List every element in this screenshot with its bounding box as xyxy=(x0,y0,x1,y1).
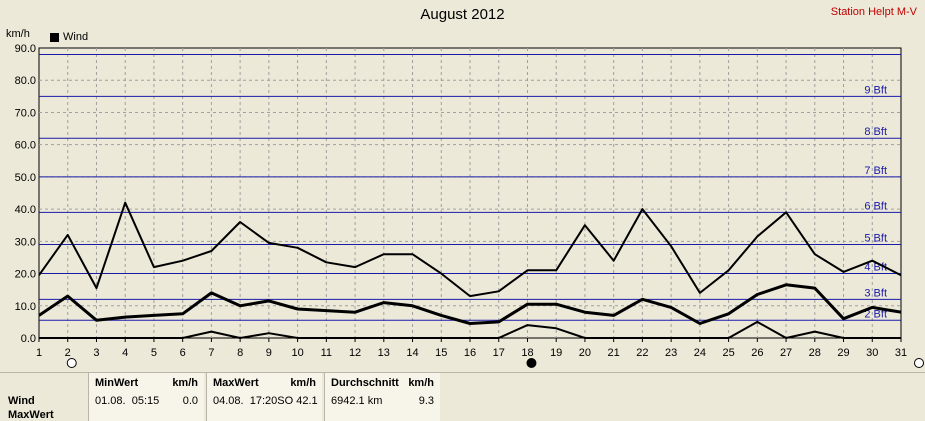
wind-chart: 0.0 10.0 20.0 30.0 40.0 50.0 60.0 70.0 80.0 90.0 2… xyxy=(15,43,924,368)
avg-unit: km/h xyxy=(408,377,434,389)
beaufort-label: 8 Bft xyxy=(864,126,887,138)
max-value: 42.1 xyxy=(296,395,318,407)
min-unit: km/h xyxy=(172,377,198,389)
x-tick-label: 26 xyxy=(751,347,763,359)
day-marker xyxy=(66,358,77,368)
series-line-max xyxy=(39,201,901,298)
avg-distance: 6942.1 km xyxy=(331,395,383,407)
max-unit: km/h xyxy=(290,377,316,389)
x-tick-label: 1 xyxy=(36,347,42,359)
x-tick-label: 16 xyxy=(464,347,476,359)
y-tick-label: 20.0 xyxy=(15,269,36,281)
series-line-min xyxy=(39,320,901,339)
x-tick-label: 21 xyxy=(608,347,620,359)
stats-min-panel: MinWert km/h 01.08. 05:15 0.0 xyxy=(88,373,204,421)
x-tick-label: 10 xyxy=(291,347,303,359)
stats-row-label: Wind xyxy=(8,395,35,407)
max-time: 17:20 xyxy=(249,395,278,407)
y-tick-label: 60.0 xyxy=(15,140,36,152)
y-tick-label: 90.0 xyxy=(15,43,36,55)
x-tick-label: 25 xyxy=(722,347,734,359)
station-name: Station Helpt M-V xyxy=(830,6,917,18)
x-tick-label: 31 xyxy=(895,347,907,359)
avg-header: Durchschnitt xyxy=(331,377,399,389)
beaufort-label: 3 Bft xyxy=(864,287,887,299)
x-tick-label: 18 xyxy=(521,347,533,359)
x-tick-label: 8 xyxy=(237,347,243,359)
series-line-avg xyxy=(39,283,901,325)
y-tick-label: 80.0 xyxy=(15,75,36,87)
x-tick-label: 3 xyxy=(93,347,99,359)
min-value: 0.0 xyxy=(182,395,198,407)
x-tick-label: 5 xyxy=(151,347,157,359)
x-tick-label: 15 xyxy=(435,347,447,359)
y-tick-label: 70.0 xyxy=(15,107,36,119)
x-tick-label: 14 xyxy=(406,347,418,359)
min-header: MinWert xyxy=(95,377,139,389)
y-tick-label: 50.0 xyxy=(15,172,36,184)
min-date: 01.08. xyxy=(95,395,126,407)
stats-max-panel: MaxWert km/h 04.08. 17:20 SO 42.1 xyxy=(206,373,322,421)
x-tick-label: 27 xyxy=(780,347,792,359)
legend: Wind xyxy=(50,31,88,43)
max-date: 04.08. xyxy=(213,395,244,407)
beaufort-label: 5 Bft xyxy=(864,233,887,245)
min-time: 05:15 xyxy=(131,395,160,407)
y-tick-label: 10.0 xyxy=(15,301,36,313)
y-axis-unit: km/h xyxy=(6,28,30,40)
day-marker xyxy=(914,358,924,368)
max-direction: SO xyxy=(277,395,294,407)
stats-avg-panel: Durchschnitt km/h 6942.1 km 9.3 xyxy=(324,373,440,421)
legend-swatch xyxy=(50,32,59,42)
day-marker xyxy=(526,358,537,368)
beaufort-label: 7 Bft xyxy=(864,165,887,177)
y-tick-label: 30.0 xyxy=(15,236,36,248)
x-tick-label: 7 xyxy=(208,347,214,359)
x-tick-label: 24 xyxy=(694,347,706,359)
x-tick-label: 9 xyxy=(266,347,272,359)
beaufort-label: 2 Bft xyxy=(864,308,887,320)
x-tick-label: 4 xyxy=(122,347,128,359)
max-header: MaxWert xyxy=(213,377,259,389)
x-tick-label: 19 xyxy=(550,347,562,359)
x-tick-label: 17 xyxy=(493,347,505,359)
chart-title: August 2012 xyxy=(420,6,505,23)
x-tick-label: 2 xyxy=(65,347,71,359)
x-tick-label: 13 xyxy=(378,347,390,359)
avg-value: 9.3 xyxy=(418,395,434,407)
x-tick-label: 22 xyxy=(636,347,648,359)
x-tick-label: 23 xyxy=(665,347,677,359)
x-tick-label: 28 xyxy=(809,347,821,359)
legend-label: Wind xyxy=(63,31,89,43)
x-tick-label: 11 xyxy=(321,347,332,359)
y-tick-label: 0.0 xyxy=(21,333,36,345)
x-tick-label: 12 xyxy=(349,347,361,359)
y-tick-label: 40.0 xyxy=(15,204,36,216)
x-tick-label: 6 xyxy=(180,347,186,359)
beaufort-label: 6 Bft xyxy=(864,200,887,212)
x-tick-label: 20 xyxy=(579,347,591,359)
stats-row-label-2: MaxWert xyxy=(8,409,54,421)
stats-panel: Wind MaxWert MinWert km/h 01.08. 05:15 0.… xyxy=(0,372,925,421)
x-tick-label: 30 xyxy=(866,347,878,359)
x-tick-label: 29 xyxy=(837,347,849,359)
beaufort-label: 9 Bft xyxy=(864,84,887,96)
